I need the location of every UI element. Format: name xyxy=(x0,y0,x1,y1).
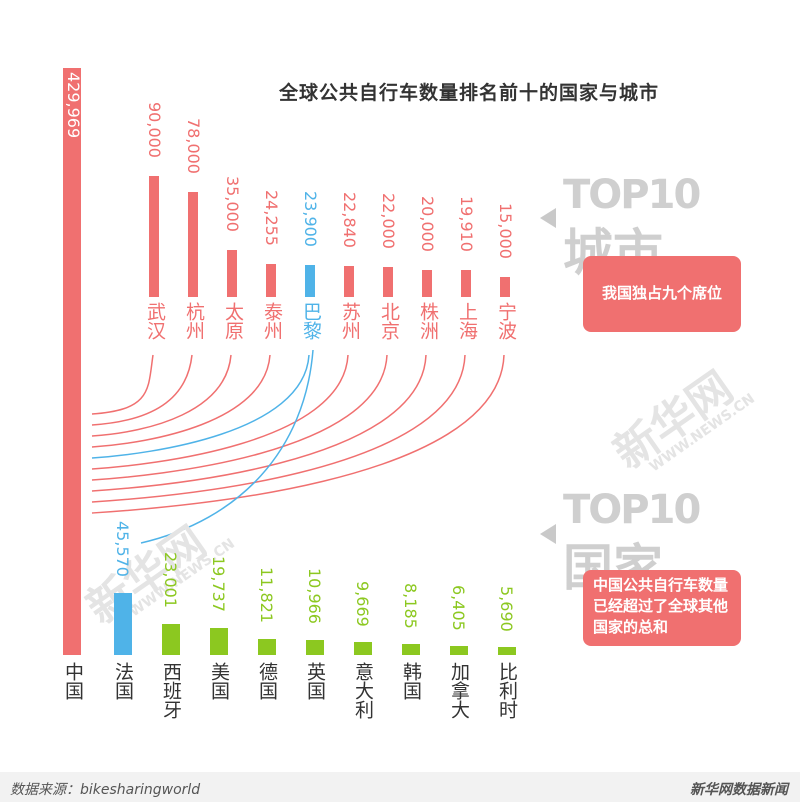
china-bar xyxy=(63,68,81,655)
country-value-label: 23,001 xyxy=(161,551,180,608)
country-value-label: 5,690 xyxy=(497,586,516,632)
city-value-label: 78,000 xyxy=(184,117,203,174)
country-bar xyxy=(354,641,372,655)
country-bar xyxy=(114,593,132,655)
city-name-label: 株洲 xyxy=(417,302,439,340)
country-name-label: 德国 xyxy=(256,662,278,700)
city-connector xyxy=(91,354,349,470)
country-name-label: 韩国 xyxy=(400,662,422,700)
country-name-label: 比利时 xyxy=(496,662,518,719)
country-value-label: 10,966 xyxy=(305,568,324,625)
country-name-label: 法国 xyxy=(112,662,134,700)
city-bar xyxy=(344,266,354,297)
country-bar xyxy=(306,640,324,655)
country-bar xyxy=(258,639,276,655)
footer-source: 数据来源：bikesharingworld xyxy=(10,782,201,798)
country-bar xyxy=(162,623,180,655)
city-connector xyxy=(91,354,505,514)
city-name-label: 巴黎 xyxy=(300,302,322,340)
city-connector xyxy=(91,354,427,492)
city-pointer-icon xyxy=(540,208,556,228)
city-value-label: 22,840 xyxy=(340,192,359,249)
country-name-label: 加拿大 xyxy=(448,662,470,719)
country-bar xyxy=(402,643,420,655)
city-connector xyxy=(91,354,232,437)
country-value-label: 8,185 xyxy=(401,582,420,629)
country-value-label: 19,737 xyxy=(209,556,228,613)
city-connector xyxy=(91,354,466,503)
city-bar xyxy=(266,264,276,297)
city-bar xyxy=(422,270,432,297)
footer-brand: 新华网数据新闻 xyxy=(690,782,788,798)
city-name-label: 宁波 xyxy=(495,302,517,340)
city-name-label: 武汉 xyxy=(144,302,166,340)
china-name-label: 中国 xyxy=(62,662,84,700)
country-value-label: 11,821 xyxy=(257,567,276,624)
city-connector xyxy=(91,354,154,415)
city-connector xyxy=(91,354,388,481)
city-bar xyxy=(500,276,510,297)
city-bar xyxy=(383,267,393,297)
city-name-label: 杭州 xyxy=(183,302,205,340)
country-value-label: 45,570 xyxy=(113,521,132,578)
city-bar xyxy=(461,270,471,297)
country-bar xyxy=(498,647,516,655)
city-callout-text: 我国独占九个席位 xyxy=(601,284,722,302)
country-bar xyxy=(210,628,228,655)
footer: 数据来源：bikesharingworld 新华网数据新闻 xyxy=(0,772,800,802)
city-name-label: 北京 xyxy=(378,302,400,340)
city-bar xyxy=(305,264,315,297)
city-value-label: 22,000 xyxy=(379,193,398,250)
country-name-label: 西班牙 xyxy=(160,662,182,719)
city-value-label: 20,000 xyxy=(418,196,437,252)
country-top10-word: TOP10 xyxy=(563,487,701,533)
country-name-label: 美国 xyxy=(208,662,230,700)
country-name-label: 意大利 xyxy=(352,662,374,719)
city-name-label: 上海 xyxy=(456,302,478,340)
city-bar xyxy=(227,249,237,297)
country-value-label: 9,669 xyxy=(353,580,372,627)
city-name-label: 泰州 xyxy=(261,302,283,340)
country-value-label: 6,405 xyxy=(449,585,468,632)
city-callout: 我国独占九个席位 xyxy=(583,256,741,332)
city-value-label: 19,910 xyxy=(457,196,476,253)
country-callout: 中国公共自行车数量已经超过了全球其他国家的总和 xyxy=(583,570,741,646)
city-bar xyxy=(149,175,159,297)
city-top10-word: TOP10 xyxy=(563,172,701,218)
city-value-label: 23,900 xyxy=(301,190,320,247)
country-pointer-icon xyxy=(540,524,556,544)
city-connector xyxy=(91,354,271,448)
country-name-label: 英国 xyxy=(304,662,326,700)
city-value-label: 90,000 xyxy=(145,101,164,158)
city-connector xyxy=(91,354,193,426)
city-name-label: 太原 xyxy=(222,302,244,340)
china-value-label: 429,969 xyxy=(64,72,83,139)
paris-france-connector xyxy=(140,349,314,544)
city-value-label: 35,000 xyxy=(223,175,242,232)
city-value-label: 24,255 xyxy=(262,190,281,247)
city-value-label: 15,000 xyxy=(496,202,515,259)
paris-connector xyxy=(91,354,310,459)
country-bar xyxy=(450,646,468,655)
chart-title: 全球公共自行车数量排名前十的国家与城市 xyxy=(279,82,660,104)
city-bar xyxy=(188,191,198,297)
country-callout-text: 中国公共自行车数量已经超过了全球其他国家的总和 xyxy=(593,576,729,636)
city-name-label: 苏州 xyxy=(339,302,361,340)
